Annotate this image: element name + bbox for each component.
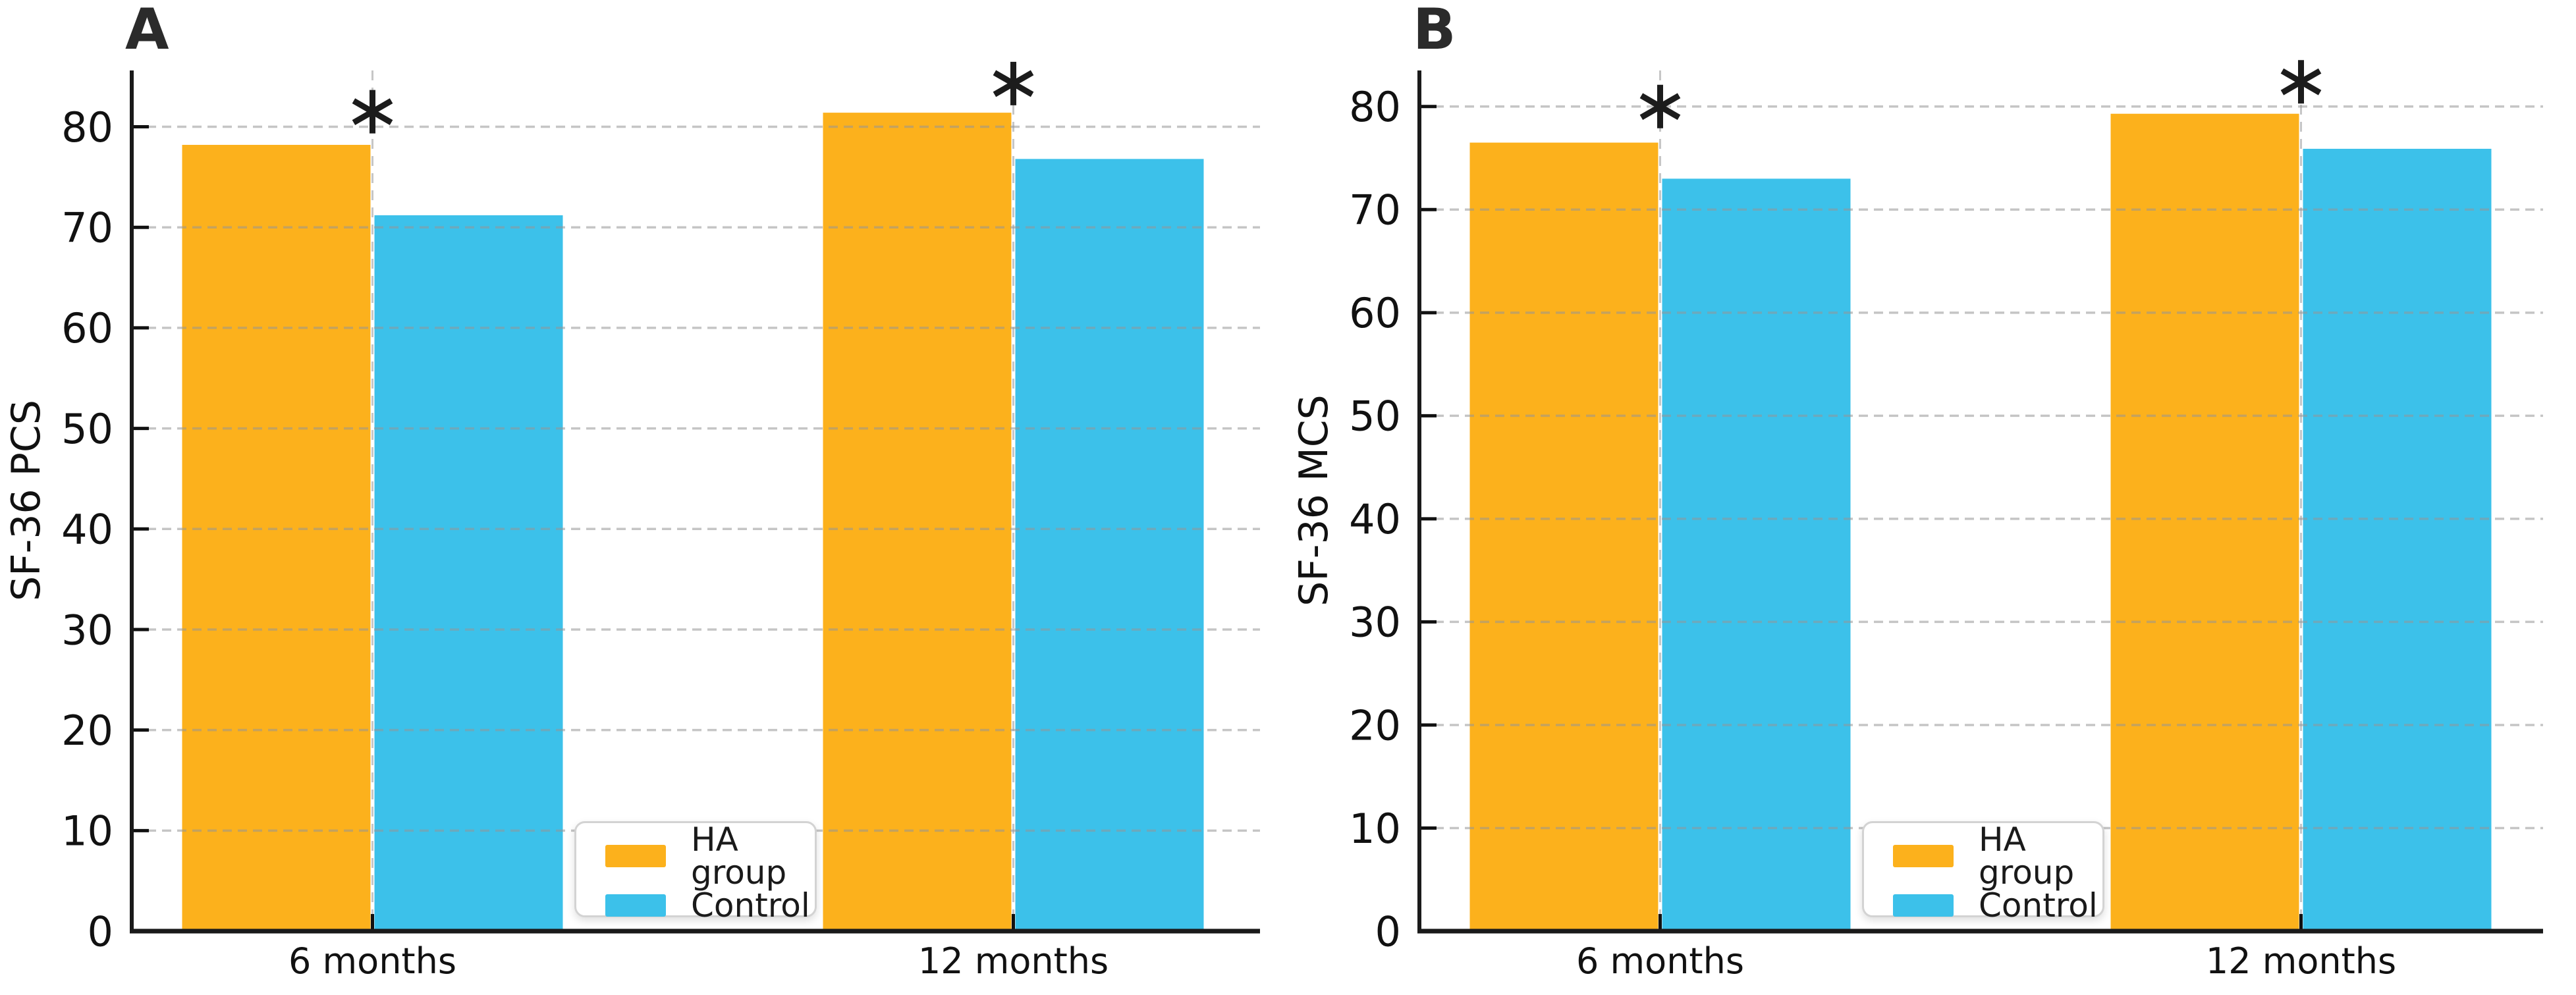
- control-swatch: [1893, 894, 1954, 917]
- x-tick-label: 6 months: [1576, 940, 1744, 982]
- control-legend-label: Control: [691, 886, 810, 925]
- ha-group-swatch: [1893, 845, 1954, 867]
- panel-b-y-axis-title: SF-36 MCS: [1291, 394, 1337, 606]
- ha-group-swatch: [605, 845, 666, 867]
- y-tick-label: 10: [61, 807, 113, 855]
- y-tick-label: 40: [1349, 495, 1401, 543]
- ha-group-legend-label: HA group: [691, 820, 787, 892]
- legend-item-control: Control: [605, 889, 815, 922]
- legend-item-control: Control: [1893, 889, 2102, 922]
- bar-ha-group-12-months: [2110, 113, 2299, 931]
- y-tick-label: 40: [61, 506, 113, 554]
- legend-item-ha-group: HA group: [605, 823, 815, 889]
- panel-b-plot: 0 10 20 30 40 50 60 70 80 6 months 12 months: [1349, 60, 2543, 982]
- panel-b-legend: HA group Control: [1862, 821, 2104, 922]
- y-tick-label: 70: [61, 204, 113, 252]
- y-tick-label: 20: [1349, 701, 1401, 749]
- panel-a: 0 10 20 30 40 50 60 70 80 6 months 12 months A SF-…: [3, 0, 1260, 982]
- x-tick-label: 12 months: [2206, 940, 2396, 982]
- control-swatch: [605, 894, 666, 917]
- panel-b: 0 10 20 30 40 50 60 70 80 6 months 12 months B SF-…: [1288, 0, 2576, 995]
- x-tick-label: 6 months: [288, 940, 456, 982]
- y-tick-label: 50: [61, 405, 113, 453]
- control-legend-label: Control: [1979, 886, 2098, 925]
- y-tick-label: 20: [61, 707, 113, 755]
- panel-b-letter: B: [1413, 0, 1456, 63]
- significance-asterisk: [993, 61, 1034, 105]
- y-tick-label: 30: [61, 606, 113, 654]
- y-tick-label: 30: [1349, 599, 1401, 647]
- panel-a-legend: HA group Control: [574, 821, 817, 922]
- bar-ha-group-6-months: [1469, 142, 1658, 932]
- y-tick-label: 80: [61, 103, 113, 151]
- significance-asterisk: [2280, 60, 2322, 104]
- bar-ha-group-12-months: [823, 113, 1012, 931]
- bar-control-6-months: [1662, 178, 1851, 932]
- panel-a-plot: 0 10 20 30 40 50 60 70 80 6 months 12 months: [61, 61, 1260, 982]
- y-tick-label: 0: [1375, 907, 1401, 955]
- bar-control-6-months: [374, 215, 563, 932]
- ha-group-legend-label: HA group: [1979, 820, 2075, 892]
- x-tick-label: 12 months: [918, 940, 1109, 982]
- panel-a-letter: A: [125, 0, 169, 63]
- legend-item-ha-group: HA group: [1893, 823, 2102, 889]
- bar-ha-group-6-months: [182, 144, 371, 932]
- panel-a-y-axis-title: SF-36 PCS: [3, 400, 49, 601]
- y-tick-label: 0: [88, 907, 113, 955]
- bar-control-12-months: [2303, 148, 2492, 932]
- y-tick-label: 50: [1349, 392, 1401, 441]
- y-tick-label: 60: [61, 304, 113, 352]
- y-tick-label: 60: [1349, 289, 1401, 337]
- y-tick-label: 70: [1349, 186, 1401, 234]
- significance-asterisk: [1639, 84, 1681, 128]
- y-tick-label: 80: [1349, 83, 1401, 131]
- bar-control-12-months: [1015, 159, 1204, 931]
- y-tick-label: 10: [1349, 805, 1401, 853]
- significance-asterisk: [352, 90, 393, 134]
